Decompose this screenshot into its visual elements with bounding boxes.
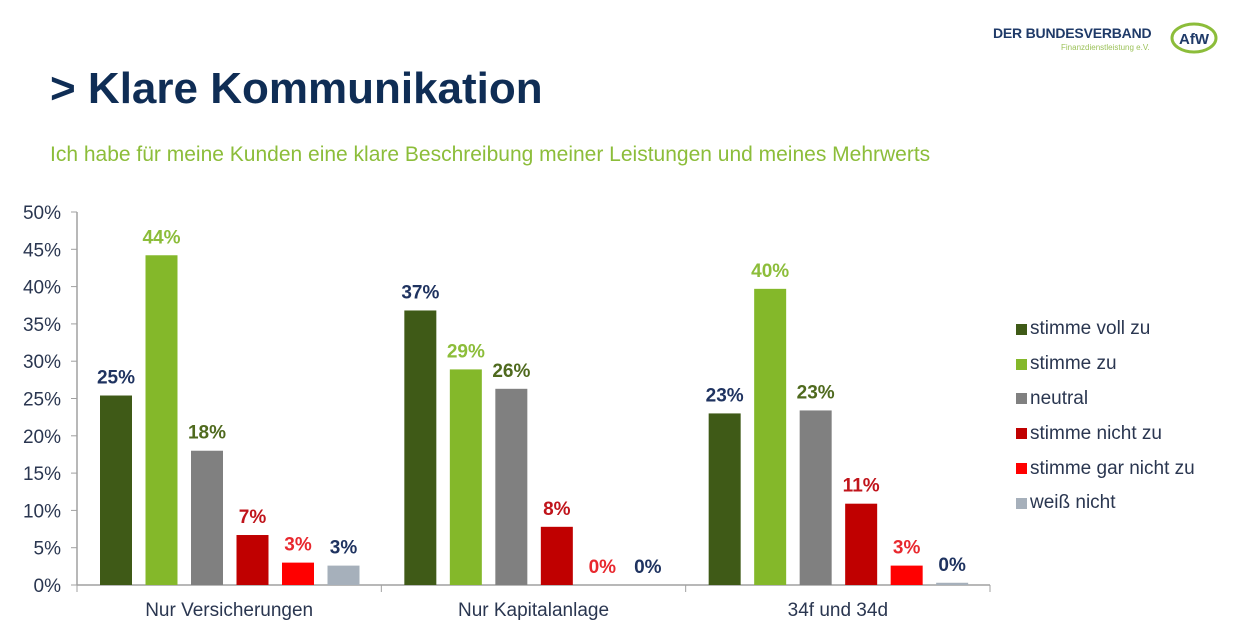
data-label: 7%	[239, 507, 267, 528]
x-category-label: Nur Versicherungen	[145, 600, 313, 621]
bar	[799, 410, 832, 585]
chart-legend: stimme voll zu stimme zu neutral stimme nic…	[1016, 312, 1195, 521]
bar	[236, 535, 269, 585]
legend-swatch	[1016, 358, 1027, 370]
legend-label: neutral	[1030, 387, 1089, 409]
y-tick-label: 10%	[23, 501, 61, 522]
legend-label: stimme voll zu	[1030, 318, 1151, 340]
bar	[495, 388, 528, 585]
y-tick-label: 5%	[34, 539, 62, 560]
afw-badge-icon: AfW	[1170, 22, 1218, 54]
data-label: 25%	[97, 368, 135, 389]
data-label: 44%	[142, 227, 180, 248]
bar	[100, 395, 132, 585]
data-label: 29%	[447, 341, 485, 362]
legend-item: neutral	[1016, 382, 1195, 417]
bar	[327, 565, 360, 585]
data-label: 0%	[589, 557, 617, 578]
afw-logo: DER BUNDESVERBAND Finanzdienstleistung e…	[993, 20, 1223, 60]
x-category-label: 34f und 34d	[788, 600, 888, 621]
bar	[145, 255, 178, 585]
bar	[540, 526, 573, 585]
legend-swatch	[1016, 323, 1027, 335]
legend-label: stimme nicht zu	[1030, 422, 1162, 444]
y-tick-label: 15%	[23, 464, 61, 485]
bar	[845, 503, 878, 585]
bar	[708, 413, 741, 585]
data-label: 40%	[751, 261, 789, 282]
legend-swatch	[1016, 393, 1027, 405]
data-label: 11%	[843, 476, 880, 497]
legend-item: stimme nicht zu	[1016, 416, 1195, 451]
legend-swatch	[1016, 463, 1027, 475]
data-label: 23%	[706, 385, 744, 406]
data-label: 18%	[188, 423, 226, 444]
y-tick-label: 30%	[23, 352, 61, 373]
y-tick-label: 45%	[23, 240, 61, 261]
data-label: 3%	[893, 538, 921, 559]
bar	[936, 582, 969, 585]
legend-label: weiß nicht	[1030, 492, 1116, 514]
bar	[449, 369, 482, 585]
data-label: 37%	[401, 282, 439, 303]
y-tick-label: 40%	[23, 278, 61, 299]
legend-item: weiß nicht	[1016, 486, 1195, 521]
legend-swatch	[1016, 497, 1027, 509]
x-category-label: Nur Kapitalanlage	[458, 600, 609, 621]
badge-text: AfW	[1179, 31, 1210, 48]
data-label: 3%	[330, 538, 358, 559]
logo-main-text: DER BUNDESVERBAND	[993, 25, 1152, 41]
legend-swatch	[1016, 428, 1027, 440]
y-tick-label: 35%	[23, 315, 61, 336]
bar	[754, 288, 787, 585]
logo-sub-text: Finanzdienstleistung e.V.	[1061, 43, 1150, 52]
legend-label: stimme gar nicht zu	[1030, 457, 1195, 479]
data-label: 3%	[284, 535, 312, 556]
y-tick-label: 50%	[23, 203, 61, 224]
legend-item: stimme zu	[1016, 347, 1195, 382]
data-label: 26%	[492, 361, 530, 382]
y-tick-label: 0%	[34, 576, 62, 597]
legend-item: stimme gar nicht zu	[1016, 451, 1195, 486]
legend-label: stimme zu	[1030, 353, 1117, 375]
data-label: 0%	[938, 555, 966, 576]
page-subtitle: Ich habe für meine Kunden eine klare Bes…	[50, 143, 931, 166]
page-title: > Klare Kommunikation	[50, 64, 543, 113]
y-tick-label: 25%	[23, 390, 61, 411]
data-label: 0%	[634, 557, 662, 578]
data-label: 8%	[543, 499, 571, 520]
bar	[890, 565, 923, 585]
bar	[191, 450, 223, 585]
bar	[404, 310, 437, 585]
bar	[282, 562, 314, 585]
legend-item: stimme voll zu	[1016, 312, 1195, 347]
data-label: 23%	[797, 382, 835, 403]
y-tick-label: 20%	[23, 427, 61, 448]
